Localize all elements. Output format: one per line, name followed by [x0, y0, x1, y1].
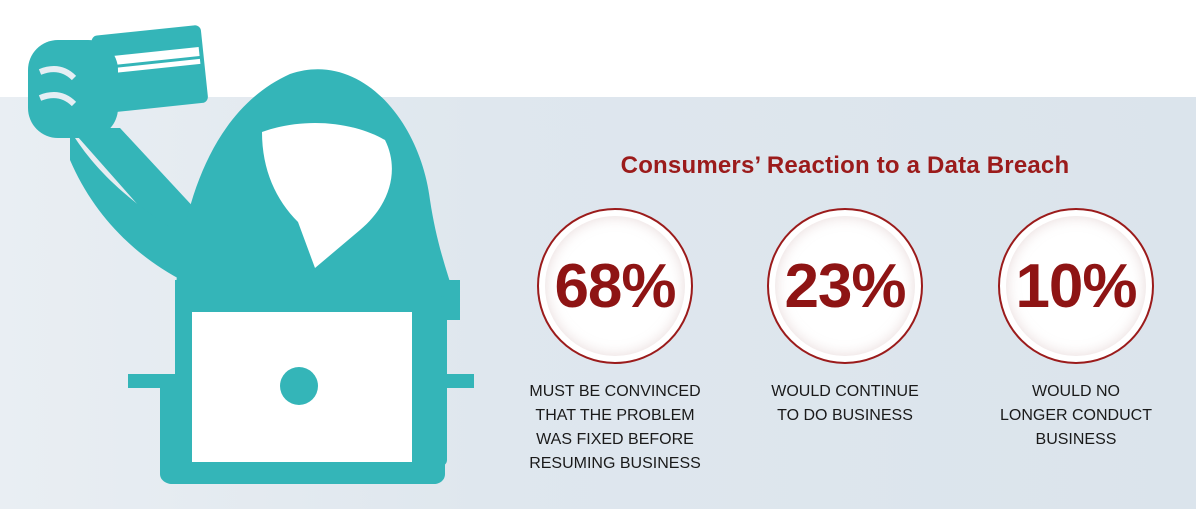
stat-description-line: WAS FIXED BEFORE	[536, 431, 694, 448]
stat-description-line: LONGER CONDUCT	[999, 407, 1152, 424]
stat-circle: 68%	[537, 208, 693, 364]
stat-circle: 10%	[998, 208, 1154, 364]
fist-icon	[28, 40, 118, 138]
stat-description-line: BUSINESS	[1035, 431, 1117, 448]
stat-item: 23% WOULD CONTINUE TO DO BUSINESS	[730, 208, 960, 428]
stat-description: WOULD NO LONGER CONDUCT BUSINESS	[961, 380, 1191, 452]
stat-description-line: THAT THE PROBLEM	[535, 407, 695, 424]
chart-title: Consumers’ Reaction to a Data Breach	[620, 152, 1070, 179]
stat-item: 68% MUST BE CONVINCED THAT THE PROBLEM W…	[500, 208, 730, 476]
stat-description-line: WOULD CONTINUE	[771, 383, 919, 400]
stat-value: 23%	[784, 252, 906, 321]
stat-item: 10% WOULD NO LONGER CONDUCT BUSINESS	[961, 208, 1191, 452]
stat-description-line: MUST BE CONVINCED	[529, 383, 701, 400]
stat-value: 68%	[554, 252, 676, 321]
stat-description: MUST BE CONVINCED THAT THE PROBLEM WAS F…	[500, 380, 730, 476]
stat-description-line: RESUMING BUSINESS	[529, 455, 701, 472]
stat-description-line: TO DO BUSINESS	[777, 407, 913, 424]
stat-description-line: WOULD NO	[1032, 383, 1120, 400]
stat-circle: 23%	[767, 208, 923, 364]
stat-value: 10%	[1015, 252, 1137, 321]
credit-card-icon	[91, 25, 208, 114]
stat-description: WOULD CONTINUE TO DO BUSINESS	[730, 380, 960, 428]
hacker-with-laptop-and-credit-card-icon	[28, 25, 474, 484]
